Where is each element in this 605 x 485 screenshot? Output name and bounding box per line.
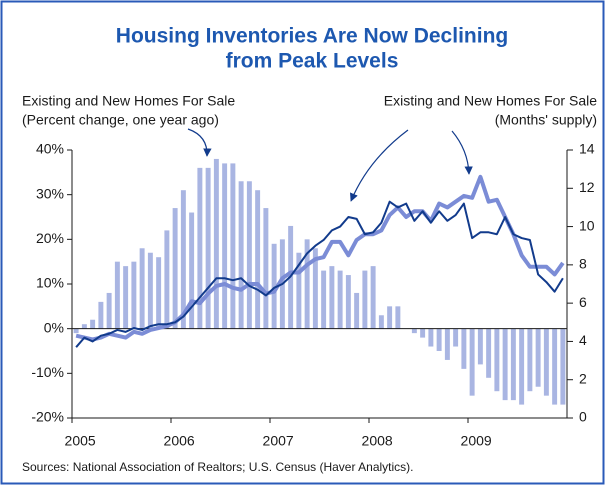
bar [123,266,129,329]
source-note: Sources: National Association of Realtor… [22,460,414,474]
bar [510,328,516,401]
bar [156,257,162,329]
bar [486,328,492,378]
y-tick-label: 0% [44,319,64,335]
annotation: (Percent change, one year ago) [22,112,219,128]
bar [469,328,475,396]
bar [106,292,112,329]
bar [81,324,87,329]
bar [395,306,401,329]
bar [164,230,170,329]
y2-tick-label: 12 [579,179,595,195]
y-tick-label: 20% [36,230,64,246]
bar [370,266,376,329]
bar [189,212,195,329]
annotation-arrow [350,129,409,202]
y2-tick-label: 6 [579,294,587,310]
annotation: (Months' supply) [495,112,597,128]
bar [362,270,368,329]
y-tick-label: -20% [31,409,64,425]
bar [180,190,186,329]
annotation-arrow [451,130,473,175]
bar [271,243,277,329]
bar [378,315,384,329]
bar [73,328,79,334]
bar [444,328,450,360]
annotation: Existing and New Homes For Sale [22,93,235,109]
chart-title: Housing Inventories Are Now Declining [116,25,508,48]
bar [477,328,483,365]
y2-tick-label: 0 [579,409,587,425]
bar [230,163,236,329]
line [75,200,564,348]
y-tick-label: -10% [31,364,64,380]
bar [98,301,104,329]
x-tick-label: 2006 [164,433,195,449]
bar [246,181,252,329]
x-tick-label: 2009 [461,433,492,449]
y2-tick-label: 4 [579,332,587,348]
bar [552,328,558,405]
y-tick-label: 30% [36,185,64,201]
plot-area: -20% -10% 0% 10% 20% 30% 40% 0 2 4 6 8 10 12 14 2005 200… [31,141,594,449]
bar [304,239,310,329]
bar [255,190,261,329]
chart-title: from Peak Levels [226,50,399,73]
bar [502,328,508,401]
bar [345,275,351,329]
bar [222,163,228,329]
annotation-arrow [187,128,212,157]
bar [197,167,203,329]
bar [90,319,96,329]
bar [329,266,335,329]
bar [131,261,137,329]
y2-tick-label: 8 [579,256,587,272]
bar [337,270,343,329]
x-tick-label: 2005 [65,433,96,449]
bar [436,328,442,351]
bar [461,328,467,369]
y-tick-label: 10% [36,275,64,291]
bar [213,158,219,329]
bar [321,270,327,329]
y2-tick-label: 2 [579,370,587,386]
bar [114,261,120,329]
bar [535,328,541,387]
bar [312,248,318,329]
y2-tick-label: 10 [579,217,595,233]
bar [527,328,533,392]
y-tick-label: 40% [36,141,64,157]
bar [411,328,417,334]
bar [543,328,549,396]
bar [387,306,393,329]
bar [420,328,426,338]
bar [296,252,302,329]
bar [238,181,244,329]
x-tick-label: 2007 [263,433,294,449]
bar [205,167,211,329]
bar [354,292,360,329]
bar [428,328,434,347]
bar [560,328,566,405]
bar [147,252,153,329]
bar [494,328,500,392]
bar [172,208,178,329]
bar [519,328,525,405]
bar [139,248,145,329]
annotation: Existing and New Homes For Sale [384,93,597,109]
x-tick-label: 2008 [362,433,393,449]
line [75,174,565,342]
y2-tick-label: 14 [579,141,595,157]
bar [453,328,459,347]
bar [263,208,269,329]
